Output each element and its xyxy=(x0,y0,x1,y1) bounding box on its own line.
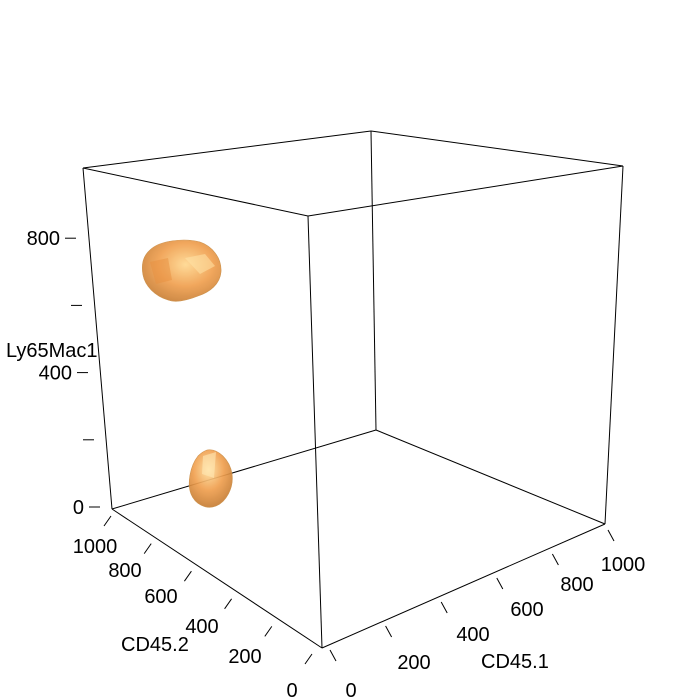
x-axis-tick xyxy=(551,553,559,566)
x-axis-tick-label: 0 xyxy=(345,680,356,700)
y-axis-tick xyxy=(264,626,273,637)
box-edge-bottom-front-left xyxy=(111,508,323,649)
cluster-upper-facet xyxy=(185,254,215,274)
z-axis-tick-label: 0 xyxy=(73,497,84,519)
y-axis-tick xyxy=(224,598,233,610)
x-axis-tick-label: 800 xyxy=(560,574,593,596)
y-axis-tick-label: 1000 xyxy=(73,536,118,558)
box-edge-front-vertical xyxy=(307,215,323,649)
y-axis-tick xyxy=(103,515,112,527)
z-axis: 0 400 800 xyxy=(27,228,100,519)
box-edge-top-back-left xyxy=(82,130,372,169)
cluster-lower-surface xyxy=(188,449,233,508)
y-axis-title: CD45.2 xyxy=(121,634,189,656)
bounding-box xyxy=(82,130,624,649)
cluster-upper xyxy=(141,239,222,302)
cluster-lower-facet xyxy=(202,452,216,478)
box-edge-bottom-front-right xyxy=(321,523,606,649)
y-axis-tick-label: 600 xyxy=(144,586,177,608)
box-edge-top-front-left xyxy=(82,167,309,217)
y-axis-tick xyxy=(183,570,192,582)
box-edge-bottom-back-left xyxy=(111,429,377,510)
y-axis-tick-label: 0 xyxy=(286,680,297,700)
z-axis-title: Ly65Mac1 xyxy=(6,340,98,362)
x-axis: 0 200 400 600 800 1000 xyxy=(329,529,646,700)
x-axis-tick xyxy=(496,577,504,590)
x-axis-tick-label: 600 xyxy=(510,599,543,621)
box-edge-right-vertical xyxy=(604,165,624,525)
x-axis-tick-label: 1000 xyxy=(601,554,646,576)
x-axis-tick-label: 400 xyxy=(456,624,489,646)
y-axis-tick xyxy=(143,543,152,554)
box-edge-top-back-right xyxy=(370,130,624,167)
cluster-lower xyxy=(188,449,233,508)
z-axis-tick-label: 800 xyxy=(27,228,60,250)
x-axis-tick xyxy=(440,601,448,614)
y-axis-tick-label: 200 xyxy=(228,646,261,668)
x-axis-tick xyxy=(385,625,393,638)
y-axis-tick-label: 400 xyxy=(185,616,218,638)
y-axis-tick-label: 800 xyxy=(108,560,141,582)
z-axis-tick-label: 400 xyxy=(39,363,72,385)
box-edge-top-front-right xyxy=(307,165,624,217)
cluster-upper-facet xyxy=(150,258,172,284)
x-axis-tick-label: 200 xyxy=(397,652,430,674)
x-axis-tick xyxy=(607,529,615,542)
box-edge-left-vertical xyxy=(82,167,113,510)
x-axis-title: CD45.1 xyxy=(481,651,549,673)
x-axis-tick xyxy=(329,649,337,662)
box-edge-back-vertical xyxy=(370,130,377,431)
box-edge-bottom-back-right xyxy=(375,429,606,525)
y-axis-tick xyxy=(304,653,313,665)
